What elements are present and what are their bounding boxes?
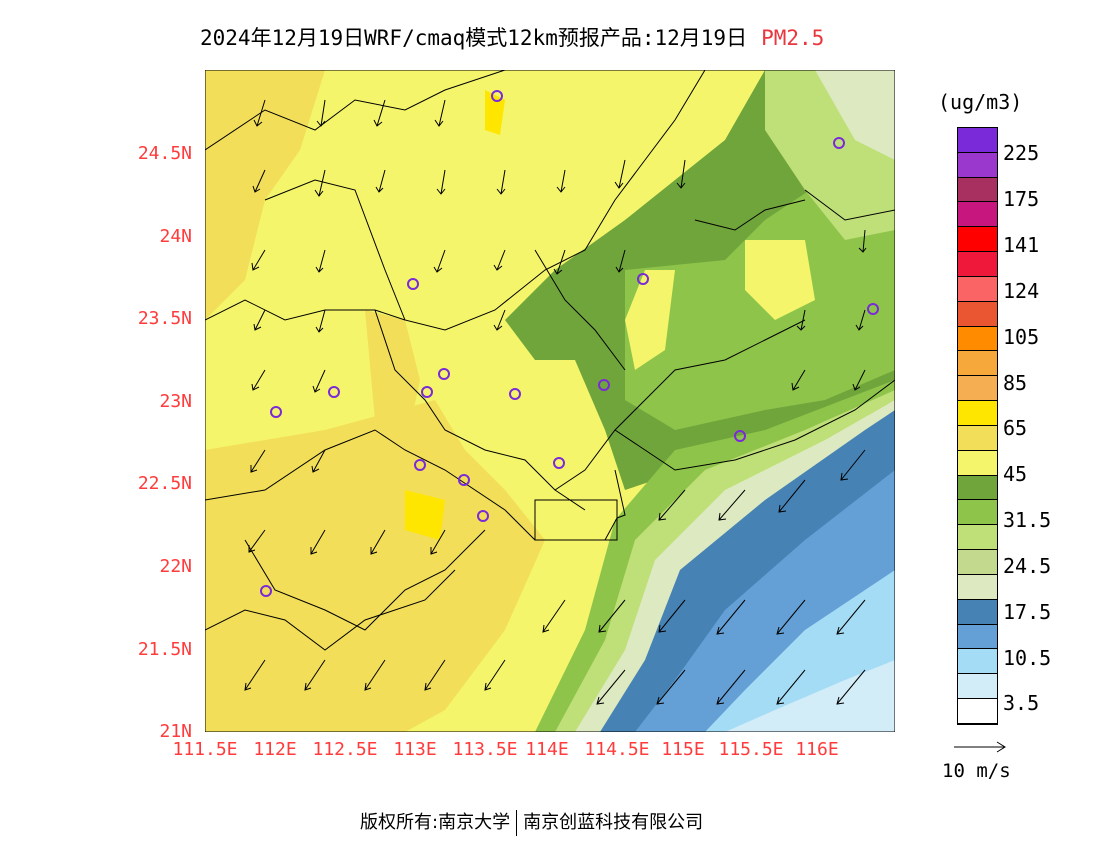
y-tick-label: 23.5N — [137, 308, 192, 329]
wind-scale-arrow-icon — [954, 741, 1006, 753]
pm25-forecast-map — [205, 70, 895, 732]
wind-scale-label: 10 m/s — [942, 760, 1011, 782]
y-tick-label: 23N — [159, 391, 192, 412]
x-tick-label: 116E — [795, 739, 839, 760]
colorbar-swatch — [958, 276, 997, 302]
colorbar-label: 31.5 — [1003, 508, 1052, 532]
colorbar-swatch — [958, 550, 997, 575]
y-tick-label: 21N — [159, 721, 192, 742]
x-tick-label: 115E — [661, 739, 705, 760]
colorbar-swatch — [958, 525, 997, 551]
colorbar-swatch — [958, 450, 997, 476]
x-tick-label: 113.5E — [452, 739, 518, 760]
colorbar-swatch — [958, 376, 997, 402]
x-tick-label: 115.5E — [718, 739, 784, 760]
colorbar-swatch — [958, 301, 997, 327]
colorbar-swatch — [958, 649, 997, 675]
colorbar-swatch — [958, 401, 997, 426]
x-tick-label: 114E — [525, 739, 569, 760]
colorbar-label: 225 — [1003, 141, 1040, 165]
footer-divider — [516, 810, 518, 836]
colorbar-swatch — [958, 202, 997, 228]
colorbar-label: 141 — [1003, 233, 1040, 257]
copyright-footer: 版权所有:南京大学 南京创蓝科技有限公司 — [360, 808, 703, 836]
colorbar-label: 17.5 — [1003, 600, 1052, 624]
colorbar-label: 24.5 — [1003, 554, 1052, 578]
x-tick-label: 111.5E — [172, 739, 238, 760]
map-title: 2024年12月19日WRF/cmaq模式12km预报产品:12月19日 PM2.… — [200, 22, 824, 52]
x-tick-label: 114.5E — [584, 739, 650, 760]
colorbar-swatch — [958, 227, 997, 253]
y-tick-label: 24.5N — [137, 143, 192, 164]
colorbar — [957, 127, 998, 725]
colorbar-unit: (ug/m3) — [938, 90, 1023, 114]
colorbar-label: 3.5 — [1003, 691, 1040, 715]
title-pollutant: PM2.5 — [761, 26, 825, 50]
colorbar-swatch — [958, 574, 997, 600]
colorbar-swatch — [958, 425, 997, 451]
colorbar-swatch — [958, 152, 997, 178]
colorbar-swatch — [958, 128, 997, 153]
colorbar-swatch — [958, 252, 997, 277]
colorbar-swatch — [958, 699, 997, 724]
x-tick-label: 113E — [393, 739, 437, 760]
colorbar-label: 105 — [1003, 325, 1040, 349]
y-tick-label: 22.5N — [137, 473, 192, 494]
colorbar-swatch — [958, 177, 997, 203]
x-tick-label: 112.5E — [312, 739, 378, 760]
x-tick-label: 112E — [253, 739, 297, 760]
colorbar-swatch — [958, 674, 997, 700]
colorbar-label: 65 — [1003, 416, 1028, 440]
y-tick-label: 24N — [159, 226, 192, 247]
y-tick-label: 21.5N — [137, 639, 192, 660]
colorbar-swatch — [958, 500, 997, 526]
colorbar-label: 45 — [1003, 462, 1028, 486]
colorbar-label: 85 — [1003, 371, 1028, 395]
copyright-right: 南京创蓝科技有限公司 — [523, 812, 704, 833]
colorbar-label: 124 — [1003, 279, 1040, 303]
y-tick-label: 22N — [159, 556, 192, 577]
colorbar-swatch — [958, 599, 997, 625]
colorbar-label: 175 — [1003, 187, 1040, 211]
title-main: 2024年12月19日WRF/cmaq模式12km预报产品:12月19日 — [200, 26, 748, 50]
colorbar-swatch — [958, 475, 997, 501]
colorbar-swatch — [958, 326, 997, 352]
colorbar-swatch — [958, 624, 997, 650]
copyright-left: 版权所有:南京大学 — [360, 812, 511, 833]
colorbar-swatch — [958, 351, 997, 377]
colorbar-label: 10.5 — [1003, 646, 1052, 670]
